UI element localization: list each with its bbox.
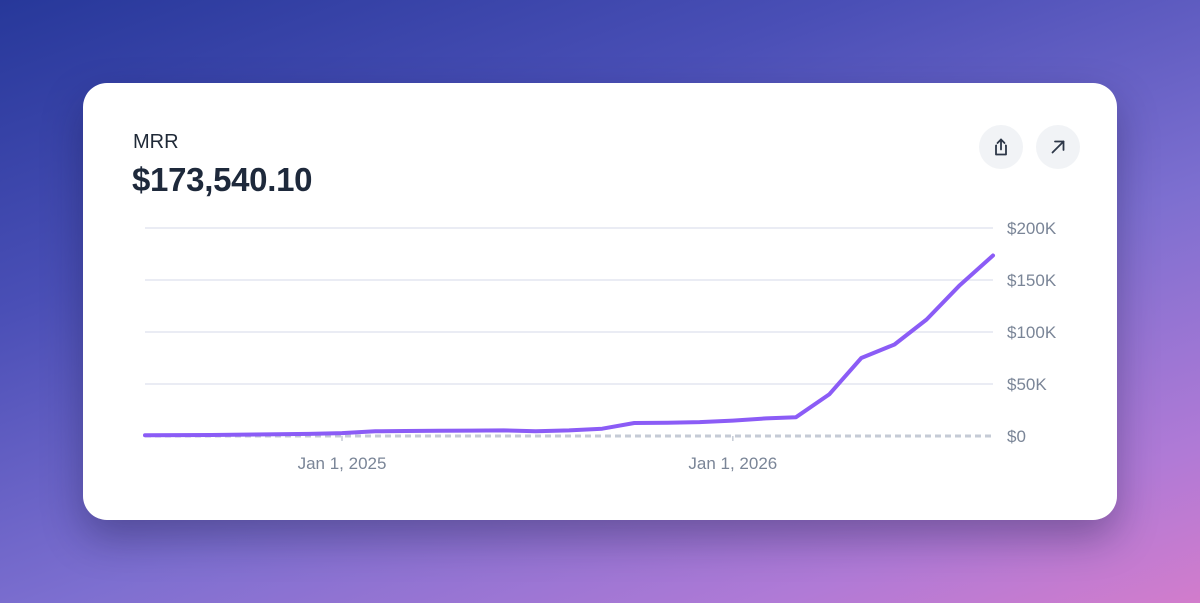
expand-button[interactable] xyxy=(1036,125,1080,169)
arrow-up-right-icon xyxy=(1051,140,1065,154)
x-tick-label: Jan 1, 2025 xyxy=(298,454,387,473)
y-tick-label: $100K xyxy=(1007,323,1057,342)
mrr-card: MRR $173,540.10 $200K $150K $100K $50K $0 Jan… xyxy=(83,83,1117,520)
share-icon xyxy=(995,138,1007,156)
mrr-line-chart: $200K $150K $100K $50K $0 Jan 1, 2025 Jan 1, 2… xyxy=(143,219,1057,473)
metric-label: MRR xyxy=(133,131,179,153)
y-tick-label: $200K xyxy=(1007,219,1057,238)
y-tick-label: $150K xyxy=(1007,271,1057,290)
mrr-series-line xyxy=(143,253,995,438)
x-tick-label: Jan 1, 2026 xyxy=(688,454,777,473)
y-tick-label: $0 xyxy=(1007,427,1026,446)
y-tick-label: $50K xyxy=(1007,375,1047,394)
share-button[interactable] xyxy=(979,125,1023,169)
metric-value: $173,540.10 xyxy=(132,161,313,198)
